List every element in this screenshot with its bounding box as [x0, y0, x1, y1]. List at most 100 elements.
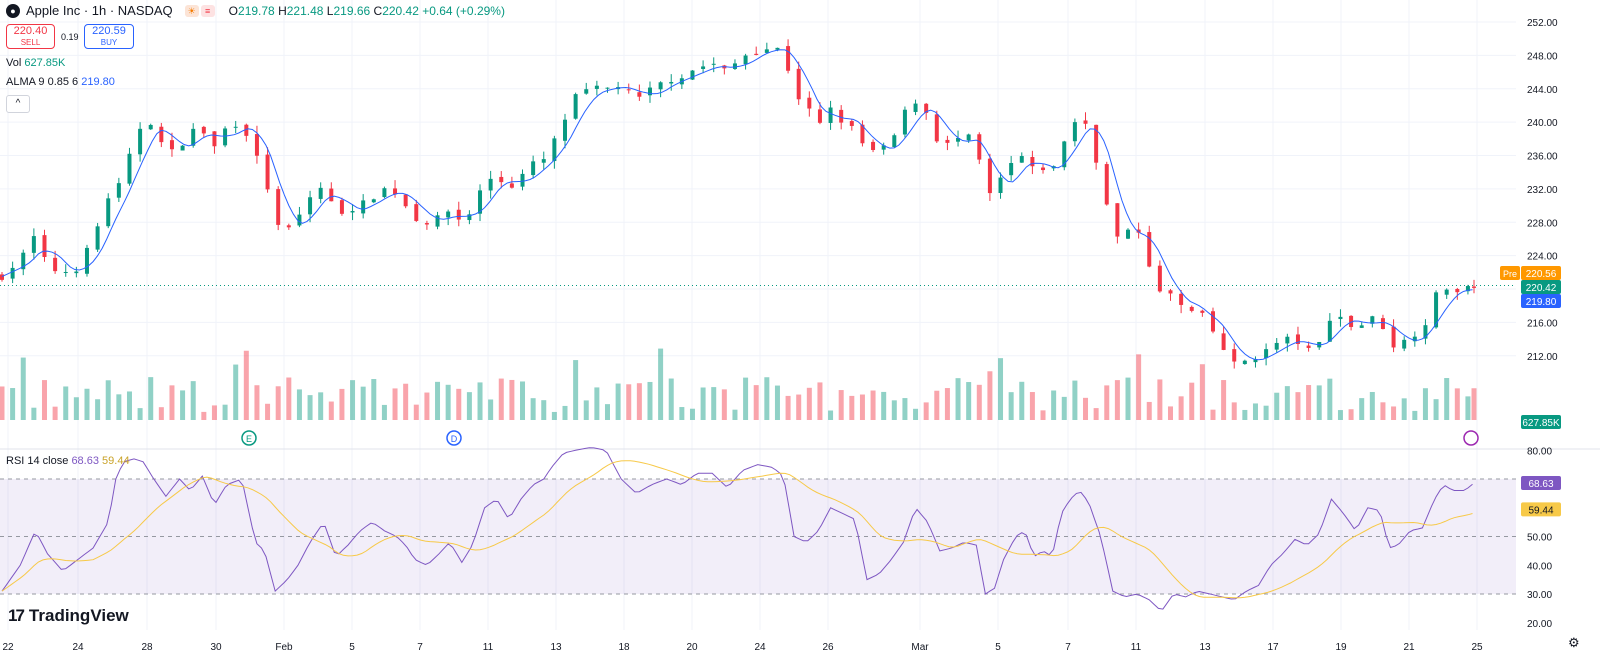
volume-bar: [1040, 410, 1046, 420]
volume-bar: [711, 387, 717, 420]
volume-bar: [1242, 409, 1248, 420]
candle-body: [732, 63, 737, 69]
price-tick: 228.00: [1527, 218, 1558, 229]
candle-body: [63, 271, 68, 273]
volume-bar: [668, 378, 674, 420]
symbol-title[interactable]: Apple Inc · 1h · NASDAQ: [26, 3, 173, 18]
candle-body: [839, 109, 844, 123]
volume-bar: [583, 400, 589, 420]
volume-bar: [201, 411, 207, 420]
volume-legend[interactable]: Vol 627.85K: [6, 57, 65, 69]
volume-bar: [615, 383, 621, 420]
time-tick: 7: [1065, 642, 1071, 653]
candle-body: [1338, 316, 1343, 320]
volume-bar: [73, 397, 79, 420]
candle-body: [1221, 333, 1226, 350]
candle-body: [1285, 336, 1290, 344]
volume-bar: [381, 404, 387, 420]
collapse-legend-button[interactable]: ^: [6, 95, 30, 113]
volume-bar: [222, 404, 228, 420]
time-tick: 18: [618, 642, 630, 653]
candle-body: [329, 188, 334, 202]
rsi-legend[interactable]: RSI 14 close 68.63 59.44: [6, 455, 130, 467]
rsi-ma-path: [1, 460, 1473, 599]
tradingview-logo[interactable]: 17 TradingView: [8, 606, 129, 626]
volume-bar: [594, 387, 600, 420]
time-tick: 5: [349, 642, 355, 653]
volume-bar: [233, 364, 239, 420]
candle-body: [1359, 325, 1364, 328]
volume-bar: [1348, 409, 1354, 420]
candle-body: [201, 126, 206, 134]
candle-body: [318, 187, 323, 199]
volume-bar: [520, 381, 526, 420]
candle-body: [1104, 164, 1109, 205]
candle-body: [998, 177, 1003, 193]
volume-bar: [190, 381, 196, 420]
candle-body: [1295, 334, 1300, 344]
volume-bar: [424, 392, 430, 420]
candle-body: [297, 214, 302, 226]
volume-bar: [785, 395, 791, 420]
spread-value: 0.19: [61, 32, 79, 42]
volume-bar: [211, 405, 217, 420]
candle-body: [1009, 163, 1014, 176]
alma-legend[interactable]: ALMA 9 0.85 6 219.80: [6, 76, 115, 88]
candle-body: [467, 214, 472, 221]
event-marker: [241, 430, 257, 446]
buy-button[interactable]: 220.59 BUY: [84, 24, 134, 49]
volume-bar: [180, 390, 186, 420]
candle-body: [116, 183, 121, 198]
candle-body: [127, 153, 132, 184]
candle-body: [956, 138, 961, 142]
buy-price: 220.59: [92, 25, 126, 37]
volume-bar: [0, 386, 5, 420]
candle-body: [573, 94, 578, 119]
candle-body: [138, 128, 143, 155]
rsi-tag-bg: [1521, 475, 1561, 490]
time-tick: 13: [550, 642, 562, 653]
time-tick: 24: [754, 642, 766, 653]
candle-body: [807, 97, 812, 109]
alma-value: 219.80: [81, 76, 115, 88]
volume-bar: [764, 377, 770, 420]
candle-body: [977, 134, 982, 160]
volume-bar: [1274, 392, 1280, 420]
candle-body: [1147, 232, 1152, 267]
candle-body: [488, 178, 493, 191]
settings-gear-icon[interactable]: ⚙: [1568, 635, 1580, 650]
volume-bar: [1104, 385, 1110, 420]
volume-bar: [318, 392, 324, 420]
candle-body: [1094, 124, 1099, 163]
volume-tag-bg: [1521, 415, 1561, 429]
volume-bar: [1125, 377, 1131, 420]
volume-bar: [52, 406, 58, 420]
volume-bar: [31, 407, 37, 420]
volume-bar: [158, 407, 164, 420]
volume-bar: [1136, 354, 1142, 420]
candle-body: [966, 134, 971, 141]
candle-body: [605, 87, 610, 89]
candle-body: [1189, 306, 1194, 311]
candle-body: [1253, 359, 1258, 363]
volume-bar: [456, 388, 462, 420]
candle-body: [159, 126, 164, 143]
pre-tag-bg: [1500, 266, 1520, 280]
candle-body: [849, 121, 854, 126]
sell-button[interactable]: 220.40 SELL: [6, 24, 55, 49]
volume-bar: [286, 377, 292, 420]
volume-bar: [923, 402, 929, 420]
vol-label: Vol: [6, 57, 22, 69]
time-tick: 19: [1335, 642, 1347, 653]
volume-bar: [530, 398, 536, 420]
time-tick: 13: [1199, 642, 1211, 653]
price-tick: 252.00: [1527, 18, 1558, 29]
rsi-lines: [1, 447, 1473, 610]
event-marker: [446, 430, 462, 446]
rsi-label: RSI 14 close: [6, 455, 69, 467]
candle-body: [817, 109, 822, 123]
candle-body: [924, 103, 929, 113]
volume-bar: [1433, 399, 1439, 420]
candle-body: [1200, 310, 1205, 313]
